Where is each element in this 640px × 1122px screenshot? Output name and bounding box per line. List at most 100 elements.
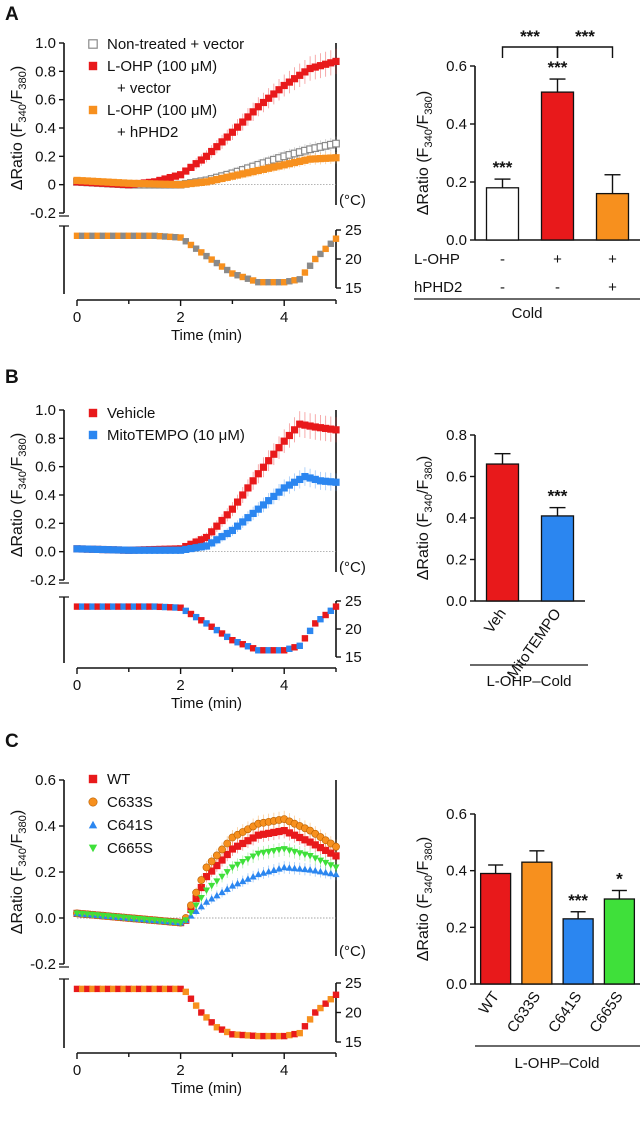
data-point xyxy=(218,888,226,896)
group-label: Cold xyxy=(512,305,543,322)
data-point xyxy=(254,831,262,839)
data-point xyxy=(223,850,231,859)
y-axis-label-part: ) xyxy=(9,66,26,71)
data-point xyxy=(182,167,190,175)
data-point xyxy=(141,985,148,993)
data-point xyxy=(213,522,221,530)
bar xyxy=(603,898,636,985)
data-point xyxy=(110,232,117,239)
data-point xyxy=(84,603,91,610)
data-point xyxy=(177,181,185,189)
y-tick-label: -0.2 xyxy=(30,205,56,222)
y-tick-label: 0.2 xyxy=(35,148,56,165)
data-point xyxy=(228,864,236,871)
legend-entry: + vector xyxy=(117,80,171,97)
data-point xyxy=(233,123,242,131)
temp-tick-label: 15 xyxy=(345,1034,362,1051)
data-point xyxy=(218,516,226,525)
y-axis-label-part: 340 xyxy=(17,104,29,123)
data-point xyxy=(317,1004,324,1012)
data-point xyxy=(322,859,330,867)
y-tick-label: 0.6 xyxy=(446,58,467,75)
data-point xyxy=(187,544,195,553)
data-point xyxy=(140,546,148,554)
data-point xyxy=(130,232,138,239)
data-point xyxy=(260,279,267,286)
data-point xyxy=(311,63,319,71)
data-point xyxy=(265,164,273,172)
data-point xyxy=(332,154,340,162)
data-point xyxy=(88,774,98,784)
data-point xyxy=(327,849,335,857)
row-label: L-OHP xyxy=(414,251,460,268)
data-point xyxy=(78,232,86,239)
data-point xyxy=(260,647,267,654)
data-point xyxy=(280,484,288,492)
data-point xyxy=(312,255,319,263)
data-point xyxy=(177,546,185,554)
data-point xyxy=(327,607,335,614)
data-point xyxy=(218,1026,226,1033)
y-tick-label: 0 xyxy=(48,177,56,194)
data-point xyxy=(99,178,107,186)
temp-tick-label: 25 xyxy=(345,975,362,992)
data-point xyxy=(125,232,132,239)
y-axis-label-part: 380 xyxy=(17,438,29,457)
data-point xyxy=(207,857,216,866)
data-point xyxy=(306,422,314,430)
data-point xyxy=(192,888,201,897)
data-point xyxy=(228,882,236,889)
data-point xyxy=(249,853,257,860)
temp-tick-label: 15 xyxy=(345,649,362,666)
data-point xyxy=(197,902,205,910)
data-point xyxy=(290,864,299,872)
data-point xyxy=(208,1019,215,1026)
significance-mark: *** xyxy=(520,27,540,46)
data-point xyxy=(223,173,231,181)
category-label: WT xyxy=(476,989,503,1018)
data-point xyxy=(270,450,278,458)
data-point xyxy=(135,179,143,188)
data-point xyxy=(88,430,98,440)
data-point xyxy=(140,916,148,923)
bar xyxy=(540,91,575,241)
bar xyxy=(485,187,520,241)
data-point xyxy=(151,917,159,924)
row-value: + xyxy=(608,279,617,296)
data-point xyxy=(275,444,283,452)
data-point xyxy=(182,988,189,996)
data-point xyxy=(249,108,257,116)
y-axis-label: ΔRatio (F340/F380) xyxy=(415,837,435,961)
data-point xyxy=(166,546,174,554)
x-tick-label: 0 xyxy=(73,309,81,326)
temp-tick-label: 20 xyxy=(345,251,362,268)
data-point xyxy=(218,263,226,270)
data-point xyxy=(208,867,216,875)
legend-entry: WT xyxy=(107,771,130,788)
data-point xyxy=(239,641,246,648)
row-label: hPHD2 xyxy=(414,279,462,296)
data-point xyxy=(223,133,231,141)
data-point xyxy=(208,623,215,630)
data-point xyxy=(311,423,319,431)
y-tick-label: 0.6 xyxy=(35,459,56,476)
data-point xyxy=(135,546,143,554)
y-axis-label-part: 380 xyxy=(423,842,435,861)
data-point xyxy=(275,162,283,170)
legend-entry: L-OHP (100 μM) xyxy=(107,102,217,119)
bar xyxy=(595,192,630,241)
data-point xyxy=(306,627,314,635)
y-axis-label: ΔRatio (F340/F380) xyxy=(415,456,435,580)
data-point xyxy=(223,869,231,876)
data-point xyxy=(224,633,231,641)
data-point xyxy=(244,514,252,522)
data-point xyxy=(218,856,226,864)
data-point xyxy=(166,180,174,188)
data-point xyxy=(239,839,247,848)
data-point xyxy=(83,177,91,185)
data-point xyxy=(218,174,226,183)
y-tick-label: 0.4 xyxy=(446,116,467,133)
data-point xyxy=(249,873,257,880)
data-point xyxy=(115,603,122,610)
data-point xyxy=(218,138,226,146)
